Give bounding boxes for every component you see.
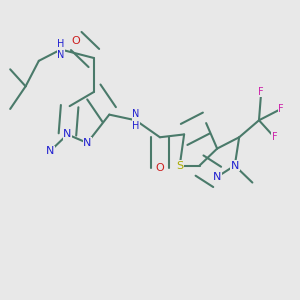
- Text: H
N: H N: [57, 39, 64, 60]
- Text: F: F: [258, 87, 264, 97]
- Text: O: O: [155, 164, 164, 173]
- Text: N: N: [83, 138, 92, 148]
- Text: N: N: [231, 160, 239, 171]
- Text: F: F: [272, 132, 277, 142]
- Text: N
H: N H: [132, 110, 140, 131]
- Text: F: F: [278, 104, 284, 114]
- Text: O: O: [72, 36, 81, 46]
- Text: N: N: [63, 129, 72, 140]
- Text: N: N: [46, 146, 54, 156]
- Text: S: S: [176, 160, 183, 171]
- Text: N: N: [213, 172, 221, 182]
